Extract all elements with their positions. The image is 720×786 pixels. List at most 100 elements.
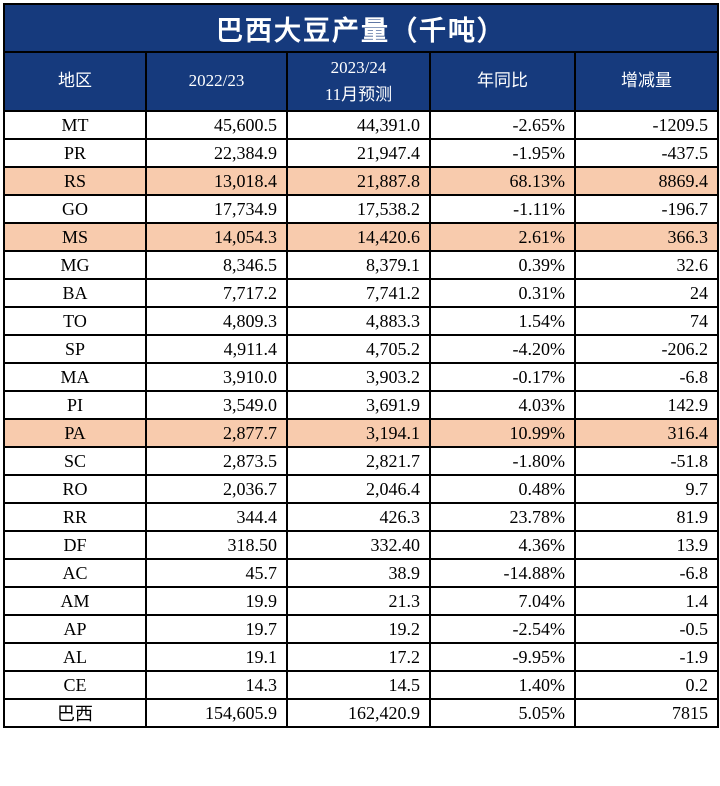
change-cell: 13.9 xyxy=(573,530,720,560)
value-2022-23-cell: 19.9 xyxy=(145,586,288,616)
table-row: AP 19.7 19.2 -2.54% -0.5 xyxy=(3,614,720,644)
forecast-2023-24-cell: 17,538.2 xyxy=(286,194,431,224)
yoy-cell: 0.31% xyxy=(429,278,576,308)
column-header-2023-24-forecast: 2023/24 11月预测 xyxy=(286,51,431,112)
region-cell: AL xyxy=(3,642,147,672)
yoy-cell: 7.04% xyxy=(429,586,576,616)
table-row: RS 13,018.4 21,887.8 68.13% 8869.4 xyxy=(3,166,720,196)
region-cell: RS xyxy=(3,166,147,196)
change-cell: 316.4 xyxy=(573,418,720,448)
yoy-cell: 0.48% xyxy=(429,474,576,504)
region-cell: DF xyxy=(3,530,147,560)
change-cell: 24 xyxy=(573,278,720,308)
table-row: BA 7,717.2 7,741.2 0.31% 24 xyxy=(3,278,720,308)
value-2022-23-cell: 17,734.9 xyxy=(145,194,288,224)
yoy-cell: -4.20% xyxy=(429,334,576,364)
region-cell: SC xyxy=(3,446,147,476)
region-cell: AM xyxy=(3,586,147,616)
region-cell: MT xyxy=(3,110,147,140)
region-cell: RO xyxy=(3,474,147,504)
change-cell: -6.8 xyxy=(573,362,720,392)
change-cell: 0.2 xyxy=(573,670,720,700)
change-cell: 1.4 xyxy=(573,586,720,616)
region-cell: TO xyxy=(3,306,147,336)
value-2022-23-cell: 2,877.7 xyxy=(145,418,288,448)
region-cell: CE xyxy=(3,670,147,700)
value-2022-23-cell: 14,054.3 xyxy=(145,222,288,252)
change-cell: 142.9 xyxy=(573,390,720,420)
value-2022-23-cell: 19.1 xyxy=(145,642,288,672)
yoy-cell: 4.03% xyxy=(429,390,576,420)
value-2022-23-cell: 344.4 xyxy=(145,502,288,532)
table-row: MS 14,054.3 14,420.6 2.61% 366.3 xyxy=(3,222,720,252)
change-cell: 9.7 xyxy=(573,474,720,504)
yoy-cell: 5.05% xyxy=(429,698,576,728)
forecast-2023-24-cell: 21,947.4 xyxy=(286,138,431,168)
table-row: MT 45,600.5 44,391.0 -2.65% -1209.5 xyxy=(3,110,720,140)
column-header-2023-24-line2: 11月预测 xyxy=(324,84,393,104)
yoy-cell: -2.65% xyxy=(429,110,576,140)
change-cell: 8869.4 xyxy=(573,166,720,196)
value-2022-23-cell: 22,384.9 xyxy=(145,138,288,168)
region-cell: BA xyxy=(3,278,147,308)
value-2022-23-cell: 2,036.7 xyxy=(145,474,288,504)
table-row: MG 8,346.5 8,379.1 0.39% 32.6 xyxy=(3,250,720,280)
region-cell: MG xyxy=(3,250,147,280)
forecast-2023-24-cell: 332.40 xyxy=(286,530,431,560)
region-cell: AP xyxy=(3,614,147,644)
change-cell: -1.9 xyxy=(573,642,720,672)
forecast-2023-24-cell: 14,420.6 xyxy=(286,222,431,252)
forecast-2023-24-cell: 2,821.7 xyxy=(286,446,431,476)
table-row: SP 4,911.4 4,705.2 -4.20% -206.2 xyxy=(3,334,720,364)
value-2022-23-cell: 45,600.5 xyxy=(145,110,288,140)
value-2022-23-cell: 19.7 xyxy=(145,614,288,644)
change-cell: 7815 xyxy=(573,698,720,728)
column-header-2022-23: 2022/23 xyxy=(145,51,288,112)
forecast-2023-24-cell: 19.2 xyxy=(286,614,431,644)
value-2022-23-cell: 3,910.0 xyxy=(145,362,288,392)
yoy-cell: 1.54% xyxy=(429,306,576,336)
yoy-cell: 0.39% xyxy=(429,250,576,280)
region-cell: AC xyxy=(3,558,147,588)
value-2022-23-cell: 14.3 xyxy=(145,670,288,700)
change-cell: 74 xyxy=(573,306,720,336)
forecast-2023-24-cell: 162,420.9 xyxy=(286,698,431,728)
table-row: DF 318.50 332.40 4.36% 13.9 xyxy=(3,530,720,560)
forecast-2023-24-cell: 14.5 xyxy=(286,670,431,700)
forecast-2023-24-cell: 3,194.1 xyxy=(286,418,431,448)
table-row: AL 19.1 17.2 -9.95% -1.9 xyxy=(3,642,720,672)
table-row: PA 2,877.7 3,194.1 10.99% 316.4 xyxy=(3,418,720,448)
yoy-cell: 4.36% xyxy=(429,530,576,560)
value-2022-23-cell: 4,809.3 xyxy=(145,306,288,336)
soybean-production-table: 巴西大豆产量（千吨） 地区 2022/23 2023/24 11月预测 年同比 … xyxy=(2,3,720,728)
region-cell: PA xyxy=(3,418,147,448)
table-title-row: 巴西大豆产量（千吨） xyxy=(2,3,720,53)
forecast-2023-24-cell: 17.2 xyxy=(286,642,431,672)
table-row: RR 344.4 426.3 23.78% 81.9 xyxy=(3,502,720,532)
forecast-2023-24-cell: 8,379.1 xyxy=(286,250,431,280)
yoy-cell: 2.61% xyxy=(429,222,576,252)
region-cell: RR xyxy=(3,502,147,532)
table-row: AM 19.9 21.3 7.04% 1.4 xyxy=(3,586,720,616)
yoy-cell: -1.11% xyxy=(429,194,576,224)
yoy-cell: -1.80% xyxy=(429,446,576,476)
change-cell: -51.8 xyxy=(573,446,720,476)
yoy-cell: -1.95% xyxy=(429,138,576,168)
change-cell: 32.6 xyxy=(573,250,720,280)
table-row: AC 45.7 38.9 -14.88% -6.8 xyxy=(3,558,720,588)
forecast-2023-24-cell: 44,391.0 xyxy=(286,110,431,140)
production-table-container: 巴西大豆产量（千吨） 地区 2022/23 2023/24 11月预测 年同比 … xyxy=(2,3,720,728)
change-cell: -196.7 xyxy=(573,194,720,224)
forecast-2023-24-cell: 3,903.2 xyxy=(286,362,431,392)
yoy-cell: -0.17% xyxy=(429,362,576,392)
table-row: TO 4,809.3 4,883.3 1.54% 74 xyxy=(3,306,720,336)
change-cell: -6.8 xyxy=(573,558,720,588)
table-row: PI 3,549.0 3,691.9 4.03% 142.9 xyxy=(3,390,720,420)
value-2022-23-cell: 2,873.5 xyxy=(145,446,288,476)
value-2022-23-cell: 4,911.4 xyxy=(145,334,288,364)
table-row: CE 14.3 14.5 1.40% 0.2 xyxy=(3,670,720,700)
forecast-2023-24-cell: 4,883.3 xyxy=(286,306,431,336)
table-body: MT 45,600.5 44,391.0 -2.65% -1209.5 PR 22,384.… xyxy=(3,110,720,728)
table-row: GO 17,734.9 17,538.2 -1.11% -196.7 xyxy=(3,194,720,224)
column-header-2023-24-line1: 2023/24 xyxy=(330,58,387,78)
